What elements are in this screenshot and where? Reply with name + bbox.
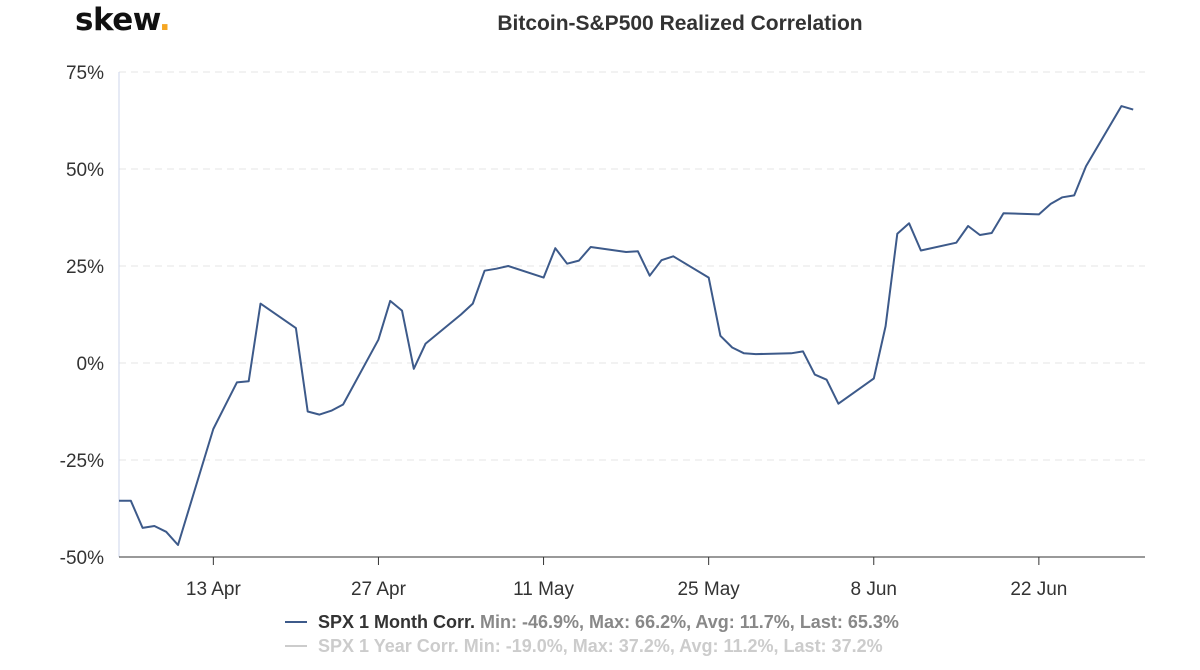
x-axis: 13 Apr 27 Apr 11 May 25 May 8 Jun 22 Jun xyxy=(119,556,1145,600)
legend-series-name: SPX 1 Month Corr. xyxy=(318,612,480,632)
y-tick-label: 0% xyxy=(77,354,105,375)
y-tick-label: 25% xyxy=(66,257,104,278)
y-tick-label: -50% xyxy=(60,548,104,569)
legend-item-0[interactable]: SPX 1 Month Corr. Min: -46.9%, Max: 66.2… xyxy=(285,612,899,632)
legend-label: SPX 1 Year Corr. Min: -19.0%, Max: 37.2%… xyxy=(318,636,883,656)
y-axis: -50% -25% 0% 25% 50% 75% xyxy=(60,63,120,569)
legend-label: SPX 1 Month Corr. Min: -46.9%, Max: 66.2… xyxy=(318,612,899,632)
skew-logo: skew. xyxy=(75,2,171,38)
x-tick-label: 8 Jun xyxy=(851,579,897,600)
y-tick-label: -25% xyxy=(60,451,104,472)
x-tick-label: 27 Apr xyxy=(351,579,407,600)
x-tick-label: 25 May xyxy=(677,579,740,600)
x-tick-label: 22 Jun xyxy=(1010,579,1067,600)
legend-series-stats: Min: -46.9%, Max: 66.2%, Avg: 11.7%, Las… xyxy=(480,612,899,632)
legend-item-1[interactable]: SPX 1 Year Corr. Min: -19.0%, Max: 37.2%… xyxy=(285,636,883,656)
chart-title: Bitcoin-S&P500 Realized Correlation xyxy=(497,12,863,35)
legend-series-stats: Min: -19.0%, Max: 37.2%, Avg: 11.2%, Las… xyxy=(464,636,883,656)
grid-lines xyxy=(119,71,1145,461)
series-line-0 xyxy=(119,105,1134,546)
legend[interactable]: SPX 1 Month Corr. Min: -46.9%, Max: 66.2… xyxy=(285,612,899,656)
series-layer xyxy=(119,105,1134,546)
legend-series-name: SPX 1 Year Corr. xyxy=(318,636,464,656)
y-tick-label: 50% xyxy=(66,160,104,181)
x-tick-label: 11 May xyxy=(513,579,574,600)
x-tick-label: 13 Apr xyxy=(186,579,242,600)
y-tick-label: 75% xyxy=(66,63,104,84)
